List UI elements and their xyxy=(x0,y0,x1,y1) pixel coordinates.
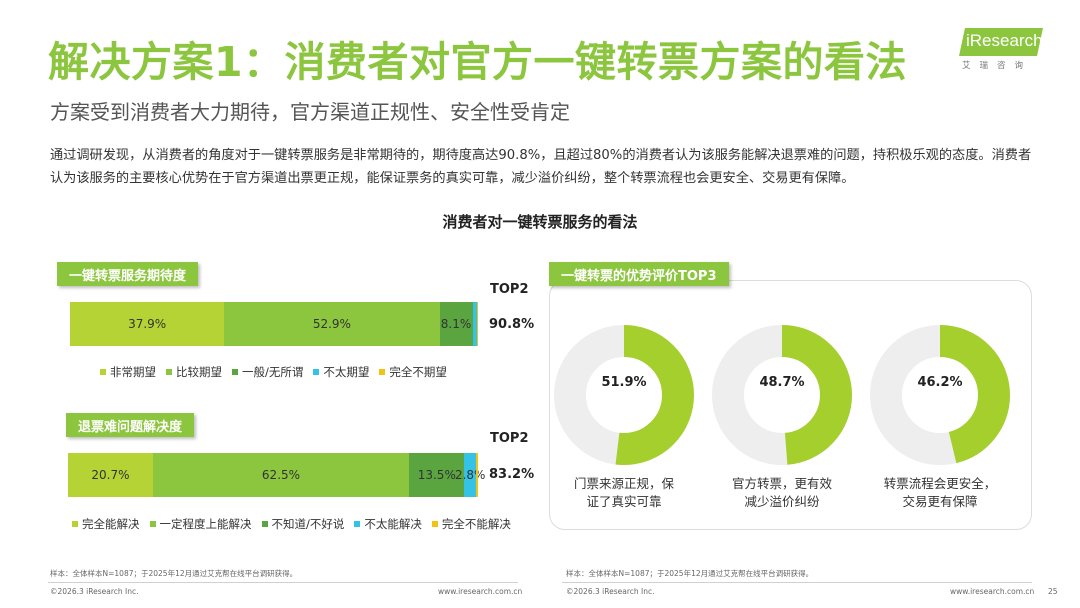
bar-segment: 8.1% xyxy=(439,302,473,346)
legend-item: 完全不期望 xyxy=(379,364,447,380)
legend-label: 非常期望 xyxy=(110,365,156,379)
footer-copyright-right: ©2026.3 iResearch Inc. xyxy=(566,587,655,596)
donut-caption: 转票流程会更安全， 交易更有保障 xyxy=(865,475,1015,511)
chart-title: 消费者对一键转票服务的看法 xyxy=(442,213,638,231)
footer-rule-right xyxy=(562,582,1032,583)
logo-cn: 艾瑞咨询 xyxy=(962,61,1033,71)
donut-caption-line: 证了真实可靠 xyxy=(586,494,662,509)
bar-segment: 2.8% xyxy=(455,453,485,497)
donut-slice xyxy=(712,325,852,465)
expectation-section-label: 一键转票服务期待度 xyxy=(57,262,199,286)
bar-segment: 37.9% xyxy=(70,302,225,346)
donut-caption-line: 门票来源正规，保 xyxy=(573,476,674,491)
footer-url-right: www.iresearch.com.cn xyxy=(950,587,1035,596)
donut-slice xyxy=(554,325,694,465)
legend-label: 不太能解决 xyxy=(364,517,422,531)
expectation-legend: 非常期望 比较期望 一般/无所谓 不太期望 完全不期望 xyxy=(100,364,457,380)
iresearch-logo: iResearch 艾瑞咨询 xyxy=(959,28,1043,74)
legend-swatch xyxy=(100,369,106,375)
solve-section-label: 退票难问题解决度 xyxy=(66,413,195,437)
bar-segment xyxy=(475,453,478,497)
legend-item: 非常期望 xyxy=(100,364,156,380)
page-number: 25 xyxy=(1048,587,1058,596)
legend-item: 完全能解决 xyxy=(72,516,140,532)
intro-paragraph: 通过调研发现，从消费者的角度对于一键转票服务是非常期待的，期待度高达90.8%，… xyxy=(50,148,1032,186)
legend-item: 不太期望 xyxy=(313,364,369,380)
donut-value-label: 46.2% xyxy=(917,375,963,390)
bar-segment: 20.7% xyxy=(68,453,153,497)
donut-value-label: 51.9% xyxy=(601,375,647,390)
legend-item: 不太能解决 xyxy=(354,516,422,532)
footer-rule-left xyxy=(48,582,518,583)
donut-chart: 48.7% xyxy=(712,325,852,465)
legend-label: 一般/无所谓 xyxy=(242,365,304,379)
legend-swatch xyxy=(166,369,172,375)
legend-label: 不太期望 xyxy=(323,365,370,379)
expectation-top2-label: TOP2 xyxy=(490,282,529,297)
bar-segment: 62.5% xyxy=(152,453,410,497)
donut-caption: 门票来源正规，保 证了真实可靠 xyxy=(549,475,699,511)
expectation-top2-value: 90.8% xyxy=(489,317,535,332)
page-title: 解决方案1：消费者对官方一键转票方案的看法 xyxy=(48,38,908,86)
donut-caption-line: 转票流程会更安全， xyxy=(883,476,997,491)
footnote-right: 样本：全体样本N=1087；于2025年12月通过艾克帮在线平台调研获得。 xyxy=(566,569,814,578)
donut-caption: 官方转票，更有效 减少溢价纠纷 xyxy=(707,475,857,511)
solve-stacked-bar: 20.7% 62.5% 13.5% 2.8% xyxy=(68,453,485,497)
legend-swatch xyxy=(261,521,268,527)
donut-value-label: 48.7% xyxy=(759,375,805,390)
footnote-left: 样本：全体样本N=1087；于2025年12月通过艾克帮在线平台调研获得。 xyxy=(50,569,298,578)
advantage-panel xyxy=(549,280,1032,530)
bar-segment: 13.5% xyxy=(409,453,465,497)
solve-top2-label: TOP2 xyxy=(490,431,529,446)
donut-chart: 51.9% xyxy=(554,325,694,465)
donut-caption-line: 官方转票，更有效 xyxy=(731,476,832,491)
legend-item: 比较期望 xyxy=(166,364,222,380)
donut-chart: 46.2% xyxy=(870,325,1010,465)
bar-segment xyxy=(472,302,477,346)
legend-label: 完全能解决 xyxy=(82,517,140,531)
legend-label: 不知道/不好说 xyxy=(271,517,345,531)
legend-label: 比较期望 xyxy=(176,365,222,379)
donut-caption-line: 减少溢价纠纷 xyxy=(744,494,820,509)
legend-item: 不知道/不好说 xyxy=(261,516,345,532)
legend-swatch xyxy=(313,369,320,375)
footer-url-left: www.iresearch.com.cn xyxy=(438,587,523,596)
logo-text: iResearch xyxy=(966,31,1043,50)
page-subtitle: 方案受到消费者大力期待，官方渠道正规性、安全性受肯定 xyxy=(50,100,570,124)
legend-item: 一定程度上能解决 xyxy=(149,516,252,532)
solve-legend: 完全能解决 一定程度上能解决 不知道/不好说 不太能解决 完全不能解决 xyxy=(72,516,521,532)
expectation-stacked-bar: 37.9% 52.9% 8.1% xyxy=(70,302,477,346)
legend-swatch xyxy=(72,521,78,527)
donut-slice xyxy=(870,325,1010,465)
solve-top2-value: 83.2% xyxy=(489,467,535,482)
legend-label: 一定程度上能解决 xyxy=(159,517,252,531)
legend-swatch xyxy=(232,369,238,375)
legend-label: 完全不期望 xyxy=(389,365,447,379)
legend-swatch xyxy=(379,369,386,375)
footer-copyright-left: ©2026.3 iResearch Inc. xyxy=(50,587,139,596)
bar-segment: 52.9% xyxy=(224,302,440,346)
legend-item: 完全不能解决 xyxy=(431,516,511,532)
legend-swatch xyxy=(354,521,361,527)
legend-swatch xyxy=(431,521,438,527)
legend-swatch xyxy=(149,521,156,527)
advantage-section-label: 一键转票的优势评价TOP3 xyxy=(549,262,729,286)
legend-label: 完全不能解决 xyxy=(441,517,511,531)
legend-item: 一般/无所谓 xyxy=(232,364,303,380)
donut-caption-line: 交易更有保障 xyxy=(902,494,978,509)
